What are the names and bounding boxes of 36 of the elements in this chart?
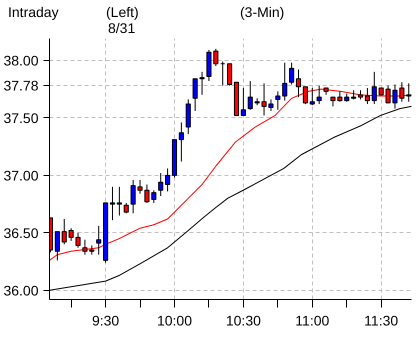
line-series — [50, 88, 412, 261]
candlestick — [110, 186, 116, 221]
y-tick-label: 36.50 — [3, 224, 39, 241]
x-tick-label: 11:30 — [364, 312, 398, 328]
y-tick-label: 37.78 — [3, 78, 39, 94]
text: 8/31 — [108, 20, 136, 38]
candlestick — [330, 96, 336, 107]
x-tick-label: 11:00 — [295, 312, 330, 328]
candlestick — [261, 82, 267, 116]
candlestick — [130, 179, 136, 214]
x-tick-label: 10:00 — [156, 312, 192, 328]
y-tick-label: 37.00 — [3, 167, 39, 184]
candlestick — [268, 98, 274, 112]
candlestick — [316, 85, 322, 105]
candlestick — [137, 179, 143, 194]
y-tick-label: 36.00 — [3, 282, 39, 298]
candlestick — [116, 186, 122, 216]
candlestick — [213, 48, 218, 67]
candlestick — [124, 202, 129, 214]
y-tick-label: 37.50 — [3, 110, 39, 126]
candlestick — [75, 232, 81, 248]
x-tick-label: 10:30 — [226, 312, 262, 328]
candlestick — [282, 62, 288, 102]
y-tick-label: 38.00 — [3, 52, 39, 68]
x-tick-label: 9:30 — [92, 312, 120, 328]
text: (3-Min) — [240, 3, 284, 22]
chart-title: Intraday — [8, 3, 59, 22]
candlestick — [178, 122, 184, 162]
candlestick — [192, 78, 198, 112]
candlestick — [227, 63, 232, 86]
candlestick — [275, 90, 280, 110]
candlestick — [186, 98, 191, 134]
candlestick — [289, 62, 294, 85]
candlestick — [199, 71, 205, 96]
candlestick — [240, 87, 246, 116]
text: (Left) — [106, 3, 139, 22]
